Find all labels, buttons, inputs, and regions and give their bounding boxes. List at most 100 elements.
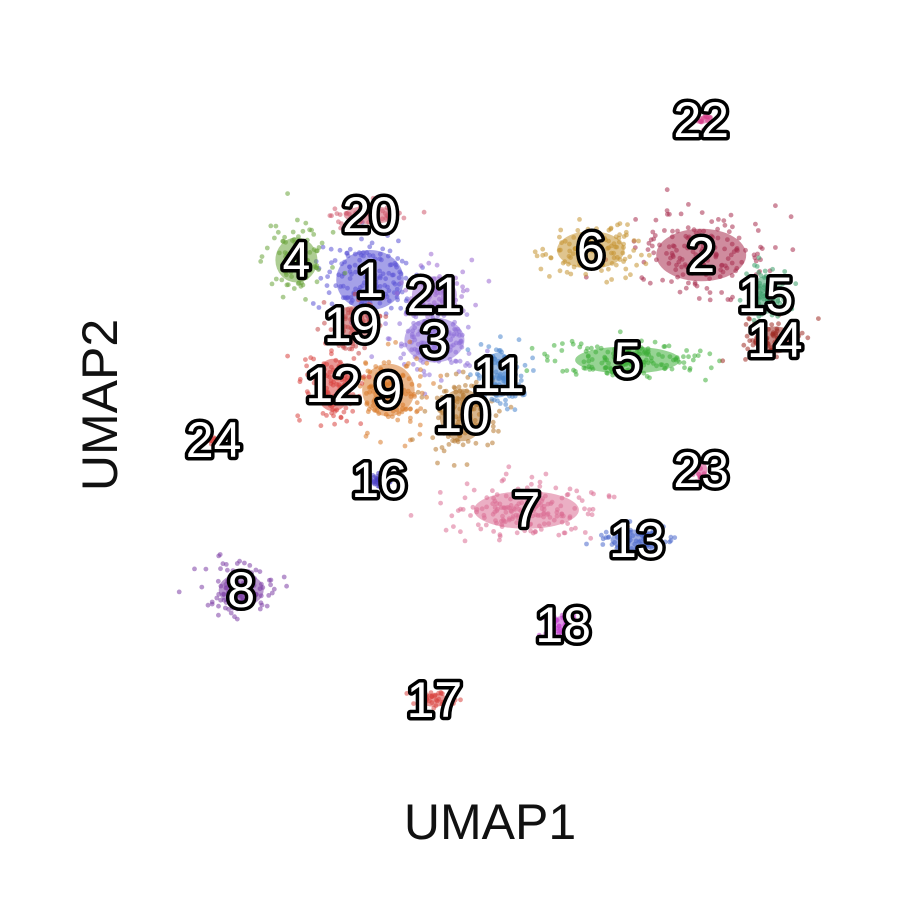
cluster-4-point — [258, 259, 264, 264]
cluster-label-23: 23 — [673, 442, 729, 498]
cluster-7-point — [408, 513, 414, 518]
cluster-20-point — [401, 215, 407, 221]
cluster-1-point — [385, 233, 390, 239]
cluster-6-point — [577, 217, 582, 222]
cluster-2-point — [773, 203, 778, 209]
cluster-11-point — [496, 348, 502, 353]
cluster-9-point — [407, 419, 413, 424]
cluster-19-point — [336, 343, 342, 348]
cluster-7-point — [538, 527, 544, 532]
cluster-2-point — [653, 217, 659, 223]
cluster-6-point — [622, 256, 628, 262]
cluster-15-point — [754, 264, 760, 269]
cluster-6-density — [557, 231, 625, 269]
cluster-10-point — [422, 408, 428, 414]
cluster-3-point — [429, 313, 434, 318]
cluster-6-point — [623, 266, 629, 272]
cluster-5-point — [571, 367, 576, 373]
cluster-19-point — [326, 336, 332, 341]
cluster-8-point — [216, 603, 221, 609]
cluster-12-point — [350, 392, 356, 397]
cluster-4-point — [290, 229, 296, 235]
cluster-4-point — [291, 286, 297, 291]
cluster-6-point — [646, 252, 652, 258]
cluster-2-point — [707, 297, 713, 303]
cluster-22-density — [692, 116, 711, 124]
cluster-4-point — [285, 191, 290, 197]
cluster-label-3: 3 — [420, 312, 448, 368]
cluster-13-point — [603, 529, 609, 535]
cluster-15-point — [751, 317, 757, 323]
cluster-10-point — [415, 389, 421, 395]
cluster-7-point — [582, 530, 588, 535]
cluster-label-13: 13 — [609, 512, 665, 568]
cluster-21-point — [416, 309, 422, 314]
cluster-8-point — [237, 558, 243, 564]
cluster-label-8: 8 — [227, 562, 255, 618]
cluster-12-point — [350, 408, 356, 414]
cluster-6-point — [608, 225, 614, 231]
cluster-9-point — [404, 363, 410, 369]
cluster-9-point — [385, 341, 391, 347]
cluster-2-point — [730, 294, 735, 300]
cluster-9-point — [431, 381, 436, 386]
cluster-7-point — [514, 530, 520, 536]
cluster-3-point — [465, 361, 470, 366]
cluster-9-point — [418, 374, 423, 379]
cluster-13-point — [668, 534, 674, 540]
cluster-2-point — [696, 296, 702, 301]
cluster-7-point — [464, 481, 470, 487]
cluster-21-point — [453, 275, 458, 281]
cluster-7-point — [497, 537, 502, 543]
cluster-7-point — [522, 528, 528, 534]
cluster-19-point — [377, 323, 383, 328]
cluster-5-point — [552, 358, 558, 364]
cluster-2-point — [664, 208, 670, 214]
cluster-21-point — [434, 262, 440, 268]
cluster-18-point — [543, 631, 549, 636]
cluster-23-point — [705, 456, 711, 462]
cluster-5-point — [559, 348, 565, 353]
cluster-9-point — [416, 383, 422, 388]
cluster-10-point — [490, 424, 496, 429]
cluster-15-point — [787, 295, 793, 301]
cluster-7-point — [443, 527, 449, 533]
cluster-11-point — [511, 358, 517, 363]
cluster-8-point — [223, 605, 228, 611]
cluster-4-point — [314, 279, 320, 285]
cluster-17-point — [421, 682, 427, 688]
cluster-6-point — [547, 274, 552, 279]
cluster-11-point — [516, 382, 522, 387]
cluster-5-point — [594, 344, 600, 350]
cluster-9-point — [418, 406, 424, 411]
cluster-7-point — [537, 484, 543, 489]
cluster-19-density — [332, 306, 371, 344]
cluster-7-point — [567, 486, 573, 492]
cluster-7-point — [506, 464, 512, 470]
cluster-1-point — [347, 246, 353, 252]
cluster-19-point — [341, 345, 346, 350]
cluster-10-point — [473, 440, 479, 446]
cluster-2-point — [647, 280, 653, 286]
cluster-10-point — [419, 394, 425, 400]
cluster-12-point — [304, 389, 310, 394]
cluster-15-point — [769, 312, 775, 318]
cluster-4-point — [330, 229, 336, 235]
cluster-label-22: 22 — [673, 92, 729, 148]
cluster-13-point — [656, 523, 662, 528]
cluster-6-point — [636, 238, 641, 244]
cluster-20-point — [341, 203, 346, 209]
cluster-6-point — [606, 266, 611, 272]
cluster-8-point — [249, 570, 255, 575]
cluster-19-point — [374, 326, 380, 331]
cluster-15-point — [789, 306, 795, 312]
cluster-19-point — [328, 327, 334, 332]
cluster-13-point — [649, 524, 654, 530]
cluster-10-point — [490, 419, 496, 425]
cluster-4-point — [259, 254, 265, 259]
cluster-6-point — [568, 271, 574, 277]
cluster-21-point — [428, 251, 434, 257]
cluster-4-point — [300, 228, 306, 234]
cluster-14-point — [747, 338, 753, 344]
cluster-2-point — [645, 247, 651, 253]
